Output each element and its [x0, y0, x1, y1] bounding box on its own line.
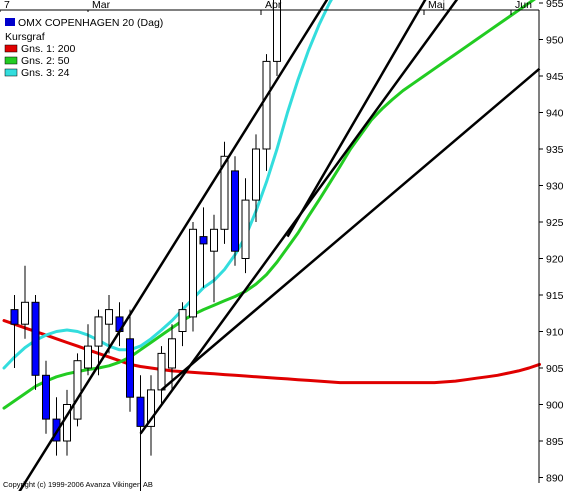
legend-swatch-candles — [5, 18, 15, 26]
y-tick-label: 945 — [546, 71, 564, 83]
candle-up — [273, 0, 281, 62]
candle-up — [84, 345, 92, 369]
legend-title: OMX COPENHAGEN 20 (Dag) — [18, 17, 163, 29]
x-tick-label: 7 — [4, 0, 10, 11]
candle-up — [262, 60, 271, 150]
x-tick-label: Apr — [265, 0, 282, 11]
candle-up — [220, 155, 229, 230]
ma-line-1 — [2, 319, 541, 385]
candle-down — [136, 396, 145, 427]
candle-up — [21, 301, 29, 325]
trend-line — [286, 0, 427, 238]
y-tick-label: 930 — [546, 181, 564, 193]
y-tick-label: 940 — [546, 108, 564, 120]
candle-down — [231, 170, 239, 252]
trend-line — [18, 0, 329, 491]
y-tick-label: 910 — [546, 327, 564, 339]
x-tick-label: Maj — [428, 0, 445, 11]
legend-label: Gns. 3: 24 — [21, 67, 70, 79]
y-tick-label: 895 — [546, 436, 564, 448]
candle-down — [10, 309, 19, 325]
y-tick-label: 950 — [546, 35, 564, 47]
plot-area — [2, 0, 541, 491]
legend-label: Gns. 2: 50 — [21, 55, 70, 67]
ma-line-2 — [2, 0, 536, 410]
legend-header: Kursgraf — [5, 31, 45, 43]
trend-line — [160, 67, 541, 391]
y-tick-label: 900 — [546, 400, 564, 412]
candle-down — [42, 374, 50, 420]
y-tick-label: 935 — [546, 144, 564, 156]
legend-swatch — [4, 56, 18, 65]
candle-up — [157, 352, 166, 391]
y-tick-label: 955 — [546, 0, 564, 10]
x-tick-label: Jun — [515, 0, 532, 11]
candle-down — [199, 236, 208, 245]
legend-swatch — [4, 44, 18, 53]
candle-down — [126, 338, 134, 398]
candle-up — [178, 309, 187, 333]
legend-swatch — [4, 68, 18, 77]
y-tick-label: 925 — [546, 217, 564, 229]
candle-up — [105, 309, 113, 325]
candle-up — [189, 228, 197, 318]
trend-line — [139, 0, 459, 435]
candle-up — [168, 338, 176, 369]
candle-up — [252, 148, 260, 201]
x-tick-label: Mar — [92, 0, 111, 11]
candle-up — [210, 228, 218, 252]
y-tick-label: 890 — [546, 473, 564, 485]
y-tick-label: 905 — [546, 363, 564, 375]
legend-label: Gns. 1: 200 — [21, 43, 75, 55]
candle-up — [73, 360, 82, 420]
y-tick-label: 915 — [546, 290, 564, 302]
candle-up — [94, 316, 103, 347]
candle-down — [31, 301, 40, 376]
candle-up — [147, 389, 155, 427]
copyright-text: Copyright (c) 1999-2006 Avanza Vikingen … — [3, 480, 153, 489]
ma-line-3 — [2, 0, 333, 370]
legend-background — [0, 12, 110, 84]
y-tick-label: 920 — [546, 254, 564, 266]
candle-up — [241, 199, 250, 260]
